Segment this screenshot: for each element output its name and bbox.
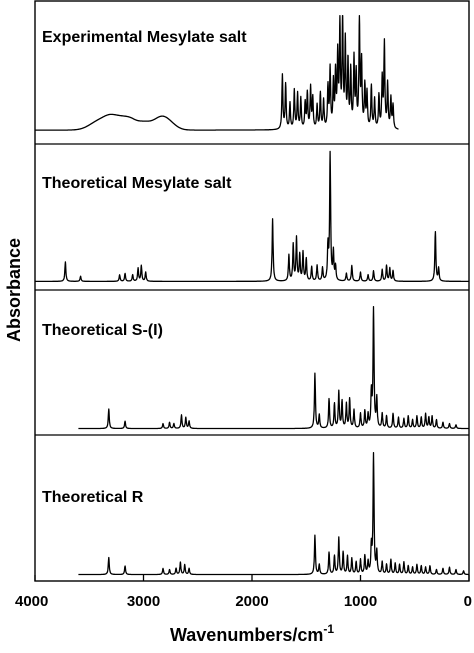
y-axis-title: Absorbance bbox=[4, 238, 24, 342]
x-axis-title-main: Wavenumbers/cm bbox=[170, 625, 323, 645]
panel-label-theoretical-mesylate: Theoretical Mesylate salt bbox=[42, 175, 232, 192]
x-axis-title-sup: -1 bbox=[323, 622, 334, 636]
panel-label-experimental-mesylate: Experimental Mesylate salt bbox=[42, 29, 247, 46]
x-tick-label: 3000 bbox=[127, 593, 160, 610]
spectrum-theoretical-mesylate bbox=[34, 150, 470, 283]
spectrum-experimental-mesylate bbox=[34, 14, 399, 131]
x-tick-label: 4000 bbox=[15, 593, 48, 610]
x-tick-label: 0 bbox=[464, 593, 472, 610]
x-tick-label: 2000 bbox=[235, 593, 268, 610]
spectrum-theoretical-s-i bbox=[77, 305, 470, 430]
spectrum-theoretical-r bbox=[77, 451, 470, 576]
x-axis-title: Wavenumbers/cm-1 bbox=[170, 622, 334, 645]
x-tick-label: 1000 bbox=[344, 593, 377, 610]
panel-label-theoretical-s-i: Theoretical S-(I) bbox=[42, 322, 163, 339]
panel-label-theoretical-r: Theoretical R bbox=[42, 489, 144, 506]
